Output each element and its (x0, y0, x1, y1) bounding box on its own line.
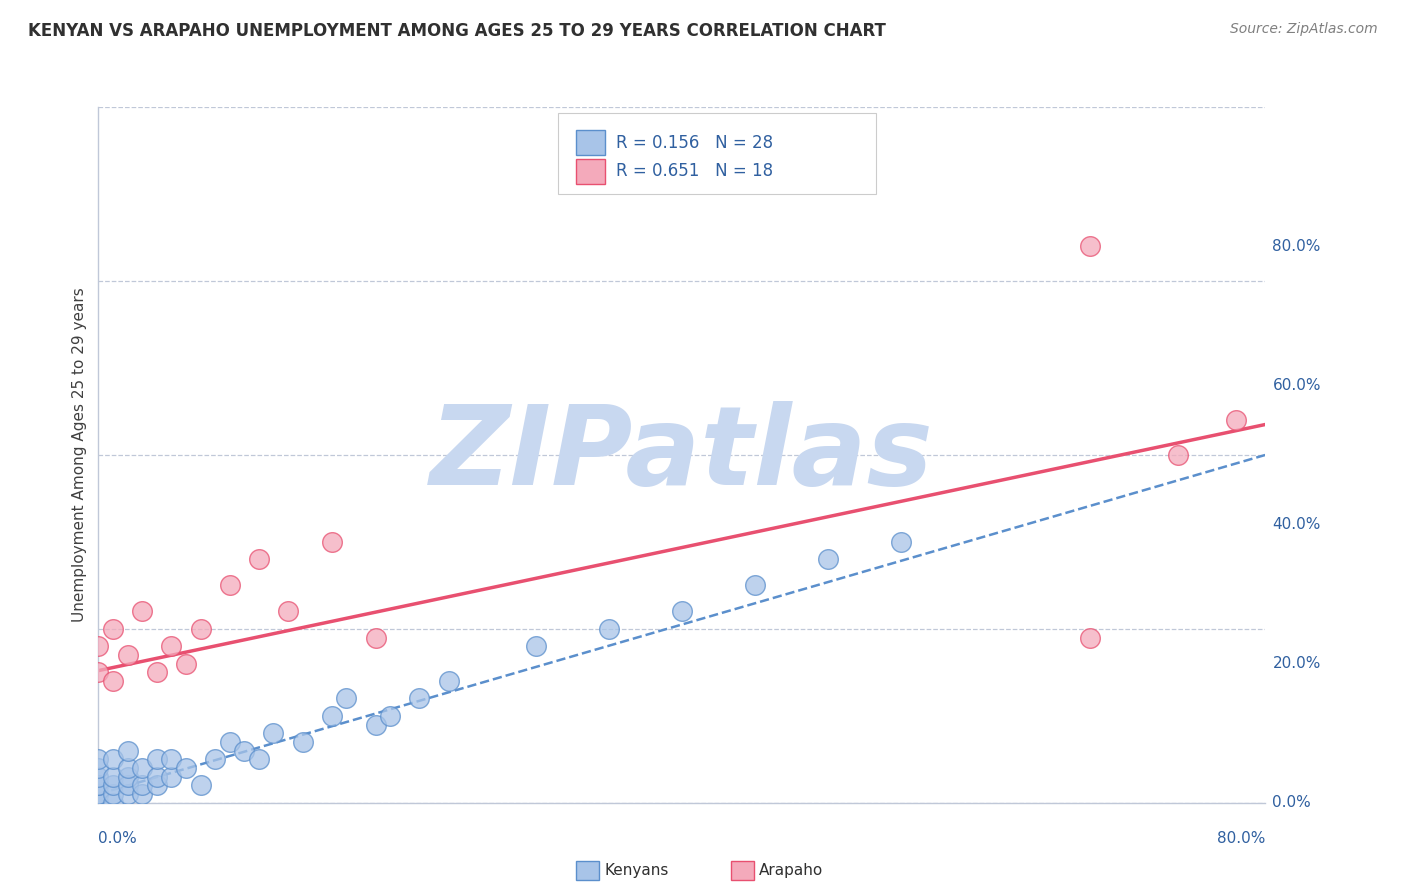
Point (101, 778, 124, 792)
Point (146, 770, 169, 784)
Point (1225, 413, 1247, 427)
Point (117, 648, 139, 662)
Point (291, 735, 314, 749)
Point (174, 657, 197, 671)
Point (146, 665, 169, 680)
Point (817, 552, 839, 566)
Point (101, 787, 124, 801)
Point (87, 752, 110, 766)
Point (160, 752, 183, 766)
Text: 80.0%: 80.0% (1218, 831, 1265, 846)
Point (364, 717, 387, 731)
Point (117, 744, 139, 758)
Point (117, 778, 139, 792)
Point (131, 605, 153, 619)
Point (117, 787, 139, 801)
Point (364, 631, 387, 645)
Point (101, 674, 124, 689)
Point (218, 735, 240, 749)
Point (190, 778, 212, 792)
Point (437, 674, 460, 689)
Text: 60.0%: 60.0% (1272, 378, 1320, 392)
Point (262, 726, 284, 740)
Point (146, 778, 169, 792)
Point (87, 770, 110, 784)
Point (101, 770, 124, 784)
Point (87, 787, 110, 801)
Point (146, 752, 169, 766)
Text: Source: ZipAtlas.com: Source: ZipAtlas.com (1230, 22, 1378, 37)
Point (87, 796, 110, 810)
Y-axis label: Unemployment Among Ages 25 to 29 years: Unemployment Among Ages 25 to 29 years (72, 287, 87, 623)
Point (247, 752, 270, 766)
Point (218, 578, 240, 592)
Point (87, 778, 110, 792)
Point (101, 752, 124, 766)
Point (160, 639, 183, 653)
Point (131, 787, 153, 801)
Point (204, 752, 226, 766)
Point (117, 761, 139, 775)
Text: KENYAN VS ARAPAHO UNEMPLOYMENT AMONG AGES 25 TO 29 YEARS CORRELATION CHART: KENYAN VS ARAPAHO UNEMPLOYMENT AMONG AGE… (28, 22, 886, 40)
Text: 40.0%: 40.0% (1272, 517, 1320, 532)
Text: Arapaho: Arapaho (759, 863, 824, 878)
Point (1080, 631, 1102, 645)
Point (321, 708, 343, 723)
Point (101, 796, 124, 810)
Point (408, 691, 430, 706)
Point (233, 744, 256, 758)
Point (87, 787, 110, 801)
Point (87, 796, 110, 810)
Text: 0.0%: 0.0% (1272, 796, 1312, 810)
Point (321, 534, 343, 549)
Point (131, 778, 153, 792)
Point (277, 605, 299, 619)
Point (101, 622, 124, 636)
Text: Kenyans: Kenyans (605, 863, 669, 878)
Point (247, 552, 270, 566)
Text: 80.0%: 80.0% (1272, 239, 1320, 253)
Point (598, 622, 620, 636)
Point (87, 778, 110, 792)
Point (87, 796, 110, 810)
Text: ZIPatlas: ZIPatlas (430, 401, 934, 508)
Text: 20.0%: 20.0% (1272, 657, 1320, 671)
Point (117, 770, 139, 784)
Point (335, 691, 357, 706)
Point (890, 534, 912, 549)
Point (131, 761, 153, 775)
Point (174, 761, 197, 775)
Point (524, 639, 547, 653)
Text: R = 0.156   N = 28: R = 0.156 N = 28 (616, 134, 773, 152)
Point (87, 761, 110, 775)
Point (671, 605, 693, 619)
Point (160, 770, 183, 784)
Point (1080, 239, 1102, 253)
Point (744, 578, 766, 592)
Point (87, 665, 110, 680)
Point (87, 639, 110, 653)
Text: R = 0.651   N = 18: R = 0.651 N = 18 (616, 162, 773, 180)
Point (378, 708, 402, 723)
Text: 0.0%: 0.0% (98, 831, 138, 846)
Point (190, 622, 212, 636)
Point (1167, 448, 1189, 462)
